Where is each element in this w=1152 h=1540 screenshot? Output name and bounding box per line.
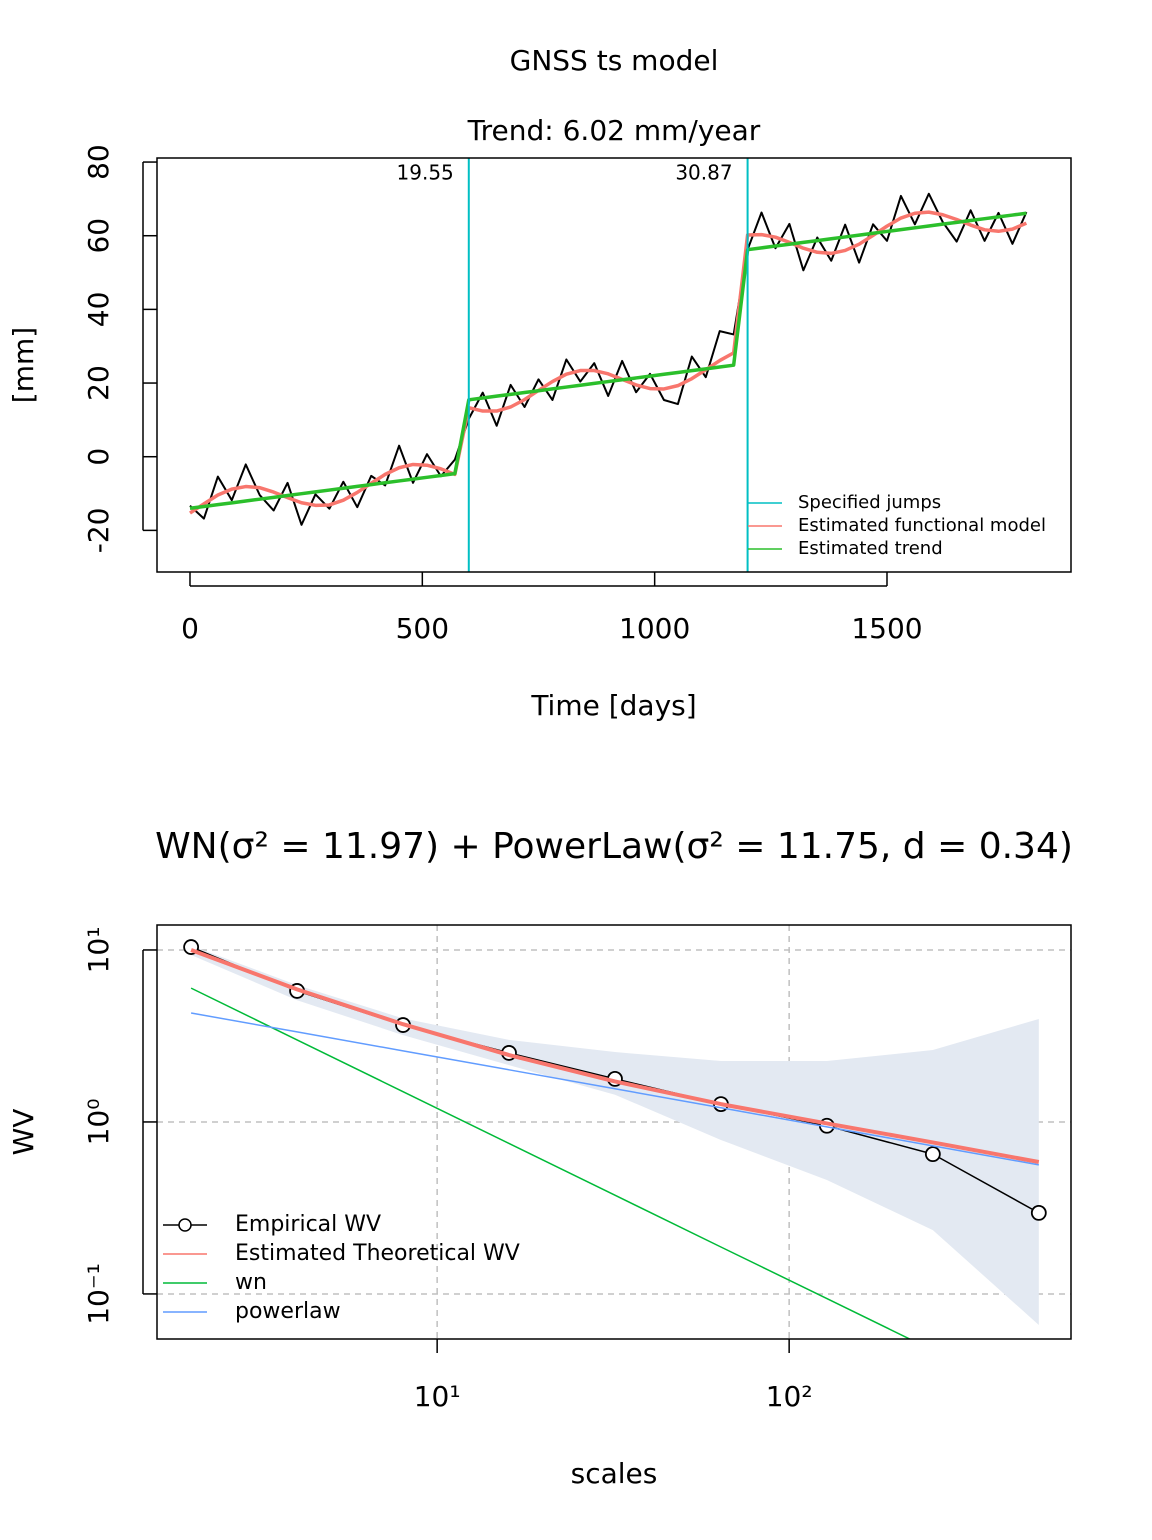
- y-tick-label: 10¹: [82, 927, 115, 974]
- plot-frame: [156, 924, 1072, 1340]
- x-axis-label: scales: [571, 1457, 658, 1490]
- legend-label: Empirical WV: [235, 1212, 381, 1237]
- y-tick-label: -20: [82, 508, 115, 554]
- y-tick-label: 40: [82, 292, 115, 328]
- x-axis-label: Time [days]: [530, 689, 696, 722]
- jump-label: 19.55: [397, 161, 454, 185]
- x-tick-label: 0: [181, 612, 199, 645]
- jump-label: 30.87: [675, 161, 732, 185]
- series-line: [190, 987, 912, 1339]
- y-tick-label: 80: [82, 144, 115, 180]
- series-line: [189, 211, 1027, 511]
- legend-label: Estimated functional model: [798, 515, 1046, 536]
- data-point: [1030, 1204, 1047, 1221]
- x-tick-label: 1500: [851, 612, 922, 645]
- chart-title: WN(σ² = 11.97) + PowerLaw(σ² = 11.75, d …: [155, 826, 1073, 867]
- y-axis-label: [mm]: [7, 327, 40, 403]
- legend-label: Estimated trend: [798, 538, 943, 559]
- y-axis-label: WV: [7, 1109, 40, 1156]
- series-line: [189, 210, 1028, 515]
- series-line: [190, 1012, 1039, 1166]
- data-point: [924, 1146, 941, 1163]
- y-tick-label: 0: [82, 448, 115, 466]
- legend-label: Estimated Theoretical WV: [235, 1241, 520, 1266]
- y-tick-label: 60: [82, 218, 115, 254]
- x-tick-label: 10¹: [414, 1380, 461, 1413]
- legend-label: Specified jumps: [798, 492, 941, 513]
- series-line: [189, 192, 1028, 526]
- x-tick-label: 500: [396, 612, 449, 645]
- plot-frame: [156, 157, 1072, 573]
- y-tick-label: 10⁰: [82, 1099, 115, 1146]
- confidence-band: [191, 945, 1039, 1325]
- legend-label: powerlaw: [235, 1299, 341, 1324]
- x-tick-label: 10²: [766, 1380, 813, 1413]
- chart-title: GNSS ts model: [510, 44, 719, 77]
- y-tick-label: 20: [82, 365, 115, 401]
- x-tick-label: 1000: [619, 612, 690, 645]
- legend-marker: [178, 1218, 192, 1232]
- chart-subtitle: Trend: 6.02 mm/year: [467, 114, 761, 147]
- y-tick-label: 10⁻¹: [82, 1263, 115, 1325]
- series-line: [190, 948, 1040, 1164]
- legend-label: wn: [235, 1270, 267, 1295]
